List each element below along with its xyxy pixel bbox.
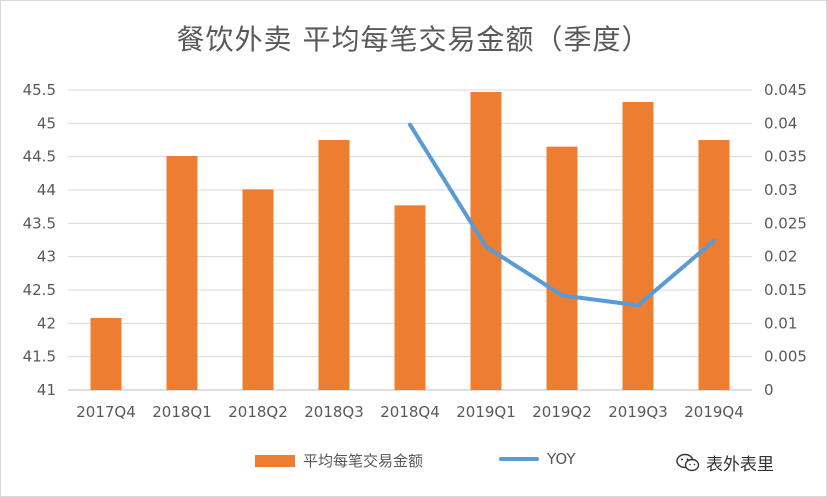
left-tick-label: 44 <box>37 181 56 199</box>
legend-label-bars: 平均每笔交易金额 <box>303 452 424 470</box>
bar <box>394 205 426 390</box>
right-tick-label: 0.02 <box>764 248 797 266</box>
x-tick-label: 2018Q2 <box>228 403 288 421</box>
legend-item-line[interactable]: YOY <box>499 450 576 468</box>
right-axis-ticks: 0 0.005 0.01 0.015 0.02 0.025 0.03 0.035 0.04 0.0… <box>764 81 807 399</box>
x-tick-label: 2017Q4 <box>76 403 136 421</box>
right-tick-label: 0.015 <box>764 281 807 299</box>
left-tick-label: 41 <box>37 381 56 399</box>
watermark-text: 表外表里 <box>706 455 774 475</box>
bar <box>622 102 654 390</box>
bar-series <box>90 92 730 390</box>
left-tick-label: 44.5 <box>23 148 56 166</box>
right-tick-label: 0.035 <box>764 148 807 166</box>
right-tick-label: 0.01 <box>764 314 797 332</box>
legend-swatch-bar <box>255 454 295 467</box>
left-tick-label: 43 <box>37 248 56 266</box>
line-series <box>408 122 716 308</box>
bar <box>318 140 350 390</box>
right-tick-label: 0.005 <box>764 348 807 366</box>
chart-title: 餐饮外卖 平均每笔交易金额（季度） <box>176 23 651 56</box>
x-tick-label: 2019Q2 <box>532 403 592 421</box>
left-axis-ticks: 41 41.5 42 42.5 43 43.5 44 44.5 45 45.5 <box>23 81 56 399</box>
left-tick-label: 45 <box>37 114 56 132</box>
bar <box>546 146 578 390</box>
bar <box>166 156 198 390</box>
bar <box>470 92 502 390</box>
left-tick-label: 43.5 <box>23 214 56 232</box>
x-tick-label: 2019Q3 <box>608 403 668 421</box>
bar <box>698 140 730 390</box>
x-tick-label: 2018Q3 <box>304 403 364 421</box>
right-tick-label: 0.025 <box>764 214 807 232</box>
legend-label-line: YOY <box>547 450 576 468</box>
bar <box>242 189 274 390</box>
bar <box>90 318 122 390</box>
legend-swatch-line <box>499 457 539 461</box>
right-tick-label: 0 <box>764 381 774 399</box>
left-tick-label: 45.5 <box>23 81 56 99</box>
x-axis-ticks: 2017Q4 2018Q1 2018Q2 2018Q3 2018Q4 2019Q1 2019… <box>76 403 744 421</box>
legend: 平均每笔交易金额 YOY <box>0 450 827 476</box>
watermark: 表外表里 <box>676 450 774 475</box>
right-tick-label: 0.045 <box>764 81 807 99</box>
left-tick-label: 42.5 <box>23 281 56 299</box>
right-tick-label: 0.04 <box>764 114 797 132</box>
x-tick-label: 2018Q1 <box>152 403 212 421</box>
legend-item-bars[interactable]: 平均每笔交易金额 <box>255 450 423 471</box>
wechat-icon <box>676 453 700 471</box>
x-tick-label: 2018Q4 <box>380 403 440 421</box>
x-tick-label: 2019Q1 <box>456 403 516 421</box>
right-tick-label: 0.03 <box>764 181 797 199</box>
left-tick-label: 41.5 <box>23 348 56 366</box>
left-tick-label: 42 <box>37 314 56 332</box>
x-tick-label: 2019Q4 <box>684 403 744 421</box>
